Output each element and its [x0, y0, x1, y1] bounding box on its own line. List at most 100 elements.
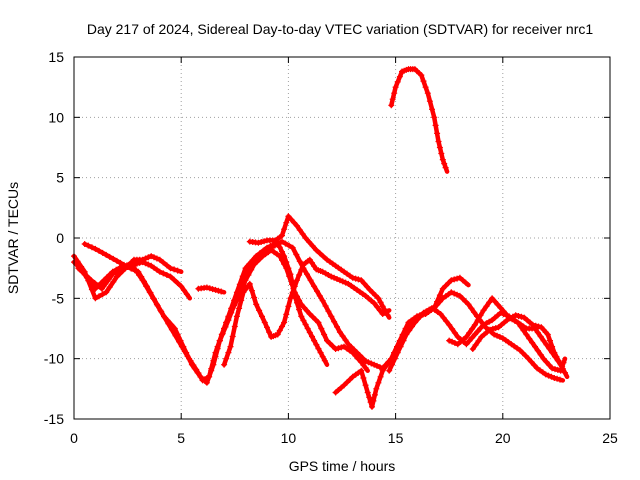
data-point-marker — [477, 312, 484, 319]
data-point-marker — [298, 313, 305, 320]
data-point-marker — [451, 329, 458, 336]
data-point-marker — [313, 341, 320, 348]
data-point-marker — [402, 325, 409, 332]
data-point-marker — [471, 331, 478, 338]
data-point-marker — [389, 96, 396, 103]
series-line — [247, 214, 392, 320]
data-point-marker — [547, 337, 553, 344]
data-point-marker — [161, 313, 167, 320]
data-point-marker — [279, 232, 285, 239]
data-point-marker — [361, 280, 368, 287]
data-point-marker — [99, 291, 106, 298]
data-point-marker — [486, 299, 493, 306]
data-point-marker — [103, 289, 110, 296]
data-point-marker — [255, 239, 262, 246]
data-point-marker — [451, 290, 458, 297]
data-point-marker — [344, 379, 350, 386]
data-point-marker — [545, 372, 552, 379]
data-point-marker — [251, 294, 258, 301]
series-arc-8 — [246, 213, 392, 320]
data-point-marker — [296, 272, 303, 278]
data-point-marker — [279, 248, 285, 255]
data-point-marker — [239, 279, 246, 286]
data-point-marker — [259, 313, 265, 320]
data-point-marker — [249, 287, 255, 294]
data-point-marker — [157, 307, 164, 314]
data-point-marker — [79, 269, 86, 276]
data-point-marker — [293, 251, 300, 258]
data-point-marker — [448, 289, 455, 296]
data-point-marker — [118, 265, 125, 272]
data-point-marker — [296, 297, 303, 304]
data-point-marker — [374, 303, 380, 310]
data-point-marker — [171, 276, 178, 283]
data-point-marker — [435, 138, 442, 145]
data-point-marker — [429, 106, 435, 113]
data-point-marker — [125, 262, 132, 269]
data-point-marker — [388, 102, 395, 109]
series-line — [389, 66, 450, 174]
data-point-marker — [532, 343, 538, 350]
data-point-marker — [354, 349, 360, 356]
data-point-marker — [164, 317, 171, 324]
data-point-marker — [136, 272, 142, 278]
data-point-marker — [320, 253, 327, 260]
data-point-marker — [74, 258, 81, 265]
data-point-marker — [326, 340, 333, 347]
data-point-marker — [414, 316, 421, 323]
data-point-marker — [503, 311, 510, 318]
data-point-marker — [372, 292, 379, 299]
data-point-marker — [451, 276, 458, 283]
data-point-marker — [103, 251, 110, 258]
data-point-marker — [222, 323, 229, 330]
data-point-marker — [377, 299, 384, 306]
data-point-marker — [325, 308, 332, 315]
data-point-marker — [271, 242, 278, 249]
data-point-marker — [462, 298, 469, 305]
x-tick-label: 20 — [495, 430, 511, 446]
data-point-marker — [233, 313, 240, 320]
data-point-marker — [409, 323, 415, 330]
data-point-marker — [183, 291, 190, 298]
data-point-marker — [562, 369, 568, 376]
series-line — [386, 305, 568, 373]
data-point-marker — [335, 345, 342, 352]
data-point-marker — [150, 295, 157, 302]
data-point-marker — [313, 247, 320, 254]
data-point-marker — [341, 382, 348, 389]
data-point-marker — [394, 349, 401, 356]
data-point-marker — [206, 373, 213, 380]
data-point-marker — [296, 258, 303, 265]
data-point-marker — [557, 361, 564, 368]
data-point-marker — [544, 331, 551, 338]
data-point-marker — [314, 288, 320, 295]
x-axis-label: GPS time / hours — [289, 458, 396, 474]
data-point-marker — [268, 244, 275, 251]
data-point-marker — [261, 238, 268, 245]
data-point-marker — [441, 160, 448, 167]
data-point-marker — [286, 273, 293, 280]
data-point-marker — [291, 283, 298, 290]
data-point-marker — [167, 273, 174, 280]
data-point-marker — [242, 271, 249, 278]
data-point-marker — [283, 311, 290, 318]
data-point-marker — [431, 114, 438, 121]
data-point-marker — [440, 314, 447, 321]
data-point-marker — [540, 355, 547, 362]
data-point-marker — [397, 343, 404, 350]
data-point-marker — [400, 337, 407, 344]
series-line — [446, 296, 563, 367]
data-point-marker — [216, 337, 223, 344]
data-point-marker — [253, 301, 260, 308]
data-point-marker — [300, 265, 307, 272]
data-point-marker — [206, 285, 213, 292]
data-point-marker — [317, 349, 324, 356]
data-point-marker — [518, 313, 525, 320]
data-point-marker — [439, 156, 446, 163]
data-point-marker — [91, 280, 98, 286]
data-point-marker — [486, 326, 493, 333]
data-point-marker — [139, 256, 146, 263]
data-point-marker — [525, 355, 532, 362]
data-point-marker — [288, 216, 295, 223]
data-point-marker — [465, 301, 472, 308]
